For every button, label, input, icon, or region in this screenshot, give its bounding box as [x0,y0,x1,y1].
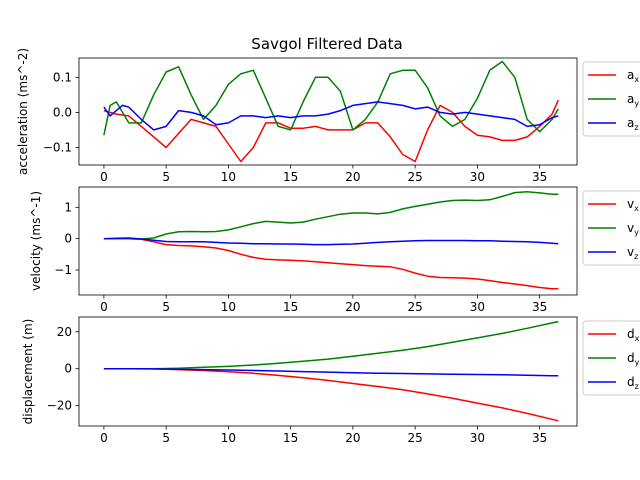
x-tick-label: 5 [162,170,170,184]
y-tick-label: 0.1 [53,70,72,84]
y-tick-label: 0 [64,232,72,246]
legend-label-main: a [627,116,634,130]
axes-frame [78,186,578,296]
y-axis-label: acceleration (ms^-2) [16,48,30,175]
x-tick-label: 0 [100,300,108,314]
legend-label-main: d [627,327,635,341]
legend-label-main: v [627,245,634,259]
series-line-az [103,101,559,131]
legend-label-subscript: x [634,75,639,84]
legend-label-subscript: z [634,252,638,261]
series-line-vx [103,237,559,290]
legend-label-subscript: x [635,334,640,343]
legend-label-subscript: z [634,123,638,132]
legend-label-main: v [627,197,634,211]
series-line-dz [103,367,559,377]
series-line-ay [103,60,559,136]
y-axis-label: displacement (m) [21,319,35,425]
series-line-vy [103,190,559,240]
x-tick-label: 20 [345,300,360,314]
x-tick-label: 35 [532,431,547,445]
x-tick-label: 30 [470,300,485,314]
x-tick-label: 25 [408,431,423,445]
x-tick-label: 10 [221,300,236,314]
x-tick-label: 0 [100,170,108,184]
x-tick-label: 30 [470,431,485,445]
legend-label-main: d [627,351,635,365]
legend-label-dy: dy [627,351,640,367]
series-line-dy [103,320,559,370]
x-tick-label: 35 [532,170,547,184]
y-tick-label: 0.0 [53,105,72,119]
x-tick-label: 10 [221,170,236,184]
legend-label-vy: vy [627,221,639,237]
legend-label-subscript: z [635,382,639,391]
axes-frame [78,316,578,427]
x-tick-label: 20 [345,170,360,184]
x-tick-label: 35 [532,300,547,314]
x-tick-label: 15 [283,300,298,314]
x-tick-label: 0 [100,431,108,445]
y-tick-label: −20 [47,399,72,413]
x-tick-label: 25 [408,300,423,314]
y-tick-label: 0 [64,362,72,376]
series-line-vz [103,237,559,246]
x-tick-label: 25 [408,170,423,184]
x-tick-label: 5 [162,431,170,445]
y-tick-label: 20 [57,325,72,339]
legend-label-subscript: y [634,99,639,108]
x-tick-label: 5 [162,300,170,314]
legend-label-ax: ax [627,68,639,84]
subplot-acceleration: 0 5 10 15 20 25 30 35 −0.1 0.0 0.1 acceleration (ms… [16,48,640,184]
x-tick-label: 15 [283,431,298,445]
legend-label-subscript: y [635,358,640,367]
x-tick-label: 15 [283,170,298,184]
legend-label-az: az [627,116,639,132]
legend-label-subscript: y [634,228,639,237]
axes-frame [78,57,578,166]
x-tick-label: 10 [221,431,236,445]
legend-label-vx: vx [627,197,639,213]
x-tick-label: 20 [345,431,360,445]
legend-label-main: a [627,92,634,106]
legend-label-main: v [627,221,634,235]
legend-label-ay: ay [627,92,639,108]
legend-label-vz: vz [627,245,638,261]
y-tick-label: 1 [64,200,72,214]
legend-label-main: d [627,375,635,389]
legend-label-main: a [627,68,634,82]
legend-label-dz: dz [627,375,639,391]
legend-label-dx: dx [627,327,640,343]
y-tick-label: −1 [54,263,72,277]
legend-label-subscript: x [634,204,639,213]
chart-title: Savgol Filtered Data [251,35,402,53]
y-axis-label: velocity (ms^-1) [29,191,43,291]
x-tick-label: 30 [470,170,485,184]
y-tick-label: −0.1 [43,140,72,154]
series-line-ax [103,99,559,163]
